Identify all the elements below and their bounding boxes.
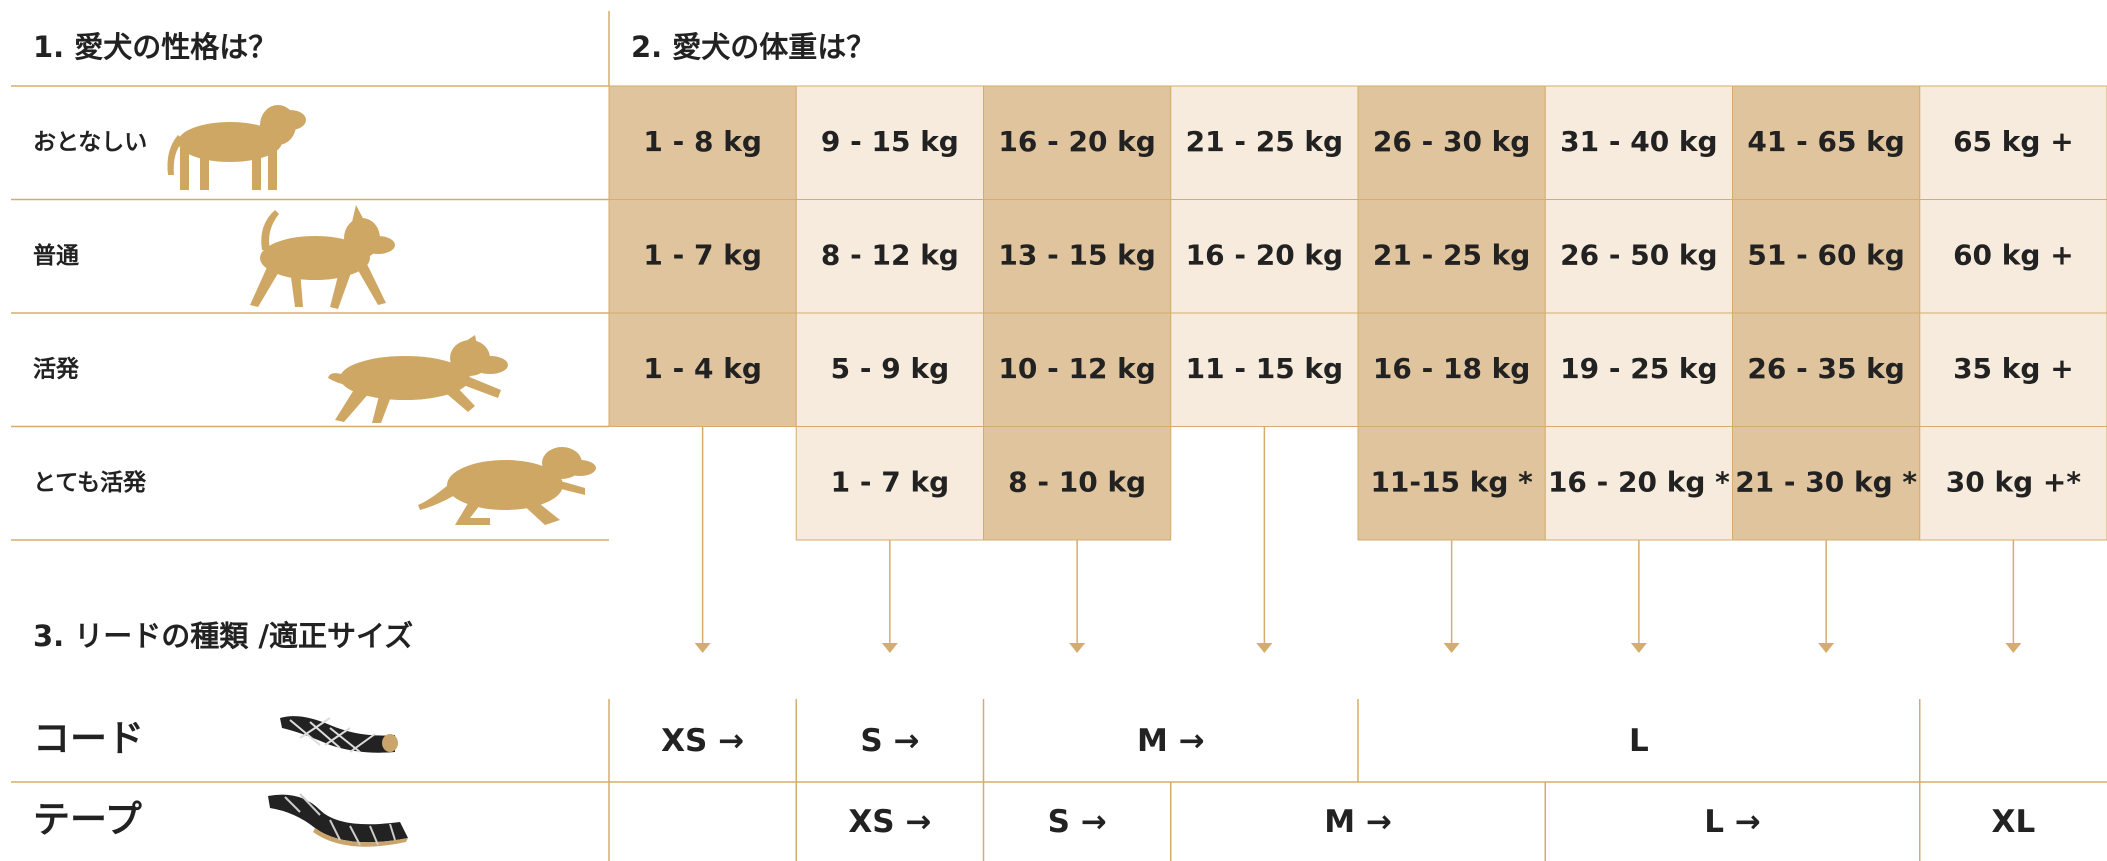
weight-label: 1 - 7 kg <box>831 465 950 498</box>
weight-cell <box>1732 426 1921 541</box>
row-label: おとなしい <box>33 129 147 155</box>
arrow-head <box>1630 643 1647 653</box>
arrow-head <box>1256 643 1273 653</box>
weight-label: 30 kg +* <box>1946 465 2082 498</box>
weight-cell <box>1544 312 1733 427</box>
row-label: 普通 <box>33 242 79 269</box>
size-label: S → <box>1048 804 1107 840</box>
size-label: S → <box>860 723 919 759</box>
weight-cell <box>795 426 984 541</box>
weight-label: 8 - 12 kg <box>821 238 959 271</box>
weight-label: 60 kg + <box>1953 238 2074 271</box>
size-label: M → <box>1137 723 1205 759</box>
weight-cell <box>795 85 984 200</box>
section-title: 1. 愛犬の性格は？ <box>33 30 277 64</box>
weight-label: 11-15 kg * <box>1370 465 1533 498</box>
dog-very-active <box>418 447 596 525</box>
cord-icon <box>280 716 398 753</box>
size-label: L <box>1629 723 1649 759</box>
weight-label: 21 - 25 kg <box>1186 125 1343 158</box>
size-label: XS → <box>848 804 931 840</box>
weight-label: 16 - 20 kg <box>1186 238 1343 271</box>
size-label: XS → <box>661 723 744 759</box>
weight-cell <box>1170 85 1359 200</box>
weight-cell <box>1544 199 1733 314</box>
weight-cell <box>608 199 797 314</box>
weight-cell <box>608 312 797 427</box>
weight-cell <box>1919 312 2107 427</box>
weight-cell <box>983 426 1172 541</box>
weight-cell <box>983 312 1172 427</box>
weight-label: 26 - 30 kg <box>1373 125 1530 158</box>
dog-normal <box>250 205 395 309</box>
lead-label: テープ <box>33 798 142 841</box>
weight-label: 1 - 8 kg <box>643 125 762 158</box>
lead-label: コード <box>33 717 144 760</box>
weight-label: 26 - 35 kg <box>1747 352 1904 385</box>
weight-label: 1 - 7 kg <box>643 238 762 271</box>
weight-cell <box>1170 199 1359 314</box>
weight-label: 16 - 20 kg * <box>1548 465 1730 498</box>
weight-cell <box>983 199 1172 314</box>
weight-label: 35 kg + <box>1953 352 2074 385</box>
size-label: M → <box>1324 804 1392 840</box>
weight-cell <box>1732 199 1921 314</box>
weight-label: 26 - 50 kg <box>1560 238 1717 271</box>
weight-cell <box>1544 85 1733 200</box>
weight-cell <box>608 85 797 200</box>
weight-cell <box>1170 312 1359 427</box>
weight-label: 41 - 65 kg <box>1747 125 1904 158</box>
arrow-head <box>1443 643 1460 653</box>
arrow-head <box>694 643 711 653</box>
weight-label: 19 - 25 kg <box>1560 352 1717 385</box>
row-label: 活発 <box>33 356 80 382</box>
dog-active <box>328 335 508 423</box>
weight-cell <box>1732 312 1921 427</box>
row-label: とても活発 <box>33 470 147 496</box>
weight-label: 16 - 18 kg <box>1373 352 1530 385</box>
weight-label: 1 - 4 kg <box>643 352 762 385</box>
section-title: 2. 愛犬の体重は？ <box>631 30 875 64</box>
weight-label: 8 - 10 kg <box>1008 465 1146 498</box>
weight-label: 5 - 9 kg <box>831 352 950 385</box>
weight-label: 10 - 12 kg <box>998 352 1155 385</box>
size-label: L → <box>1704 804 1761 840</box>
weight-label: 13 - 15 kg <box>998 238 1155 271</box>
weight-label: 51 - 60 kg <box>1747 238 1904 271</box>
weight-cell <box>1919 85 2107 200</box>
weight-cell <box>1919 426 2107 541</box>
weight-label: 21 - 30 kg * <box>1735 465 1917 498</box>
weight-label: 11 - 15 kg <box>1186 352 1343 385</box>
weight-cell <box>1357 199 1546 314</box>
weight-cell <box>1544 426 1733 541</box>
weight-cell <box>1919 199 2107 314</box>
weight-label: 9 - 15 kg <box>821 125 959 158</box>
arrow-head <box>881 643 898 653</box>
weight-cell <box>795 199 984 314</box>
size-label: XL <box>1992 804 2036 840</box>
arrow-head <box>1818 643 1835 653</box>
weight-cell <box>1357 426 1546 541</box>
arrow-head <box>1069 643 1086 653</box>
arrow-head <box>2005 643 2022 653</box>
weight-label: 16 - 20 kg <box>998 125 1155 158</box>
weight-label: 65 kg + <box>1953 125 2074 158</box>
weight-cell <box>795 312 984 427</box>
section-title: 3. リードの種類 /適正サイズ <box>33 619 413 653</box>
weight-label: 31 - 40 kg <box>1560 125 1717 158</box>
dog-calm <box>167 105 306 190</box>
tape-icon <box>268 793 408 847</box>
weight-label: 21 - 25 kg <box>1373 238 1530 271</box>
